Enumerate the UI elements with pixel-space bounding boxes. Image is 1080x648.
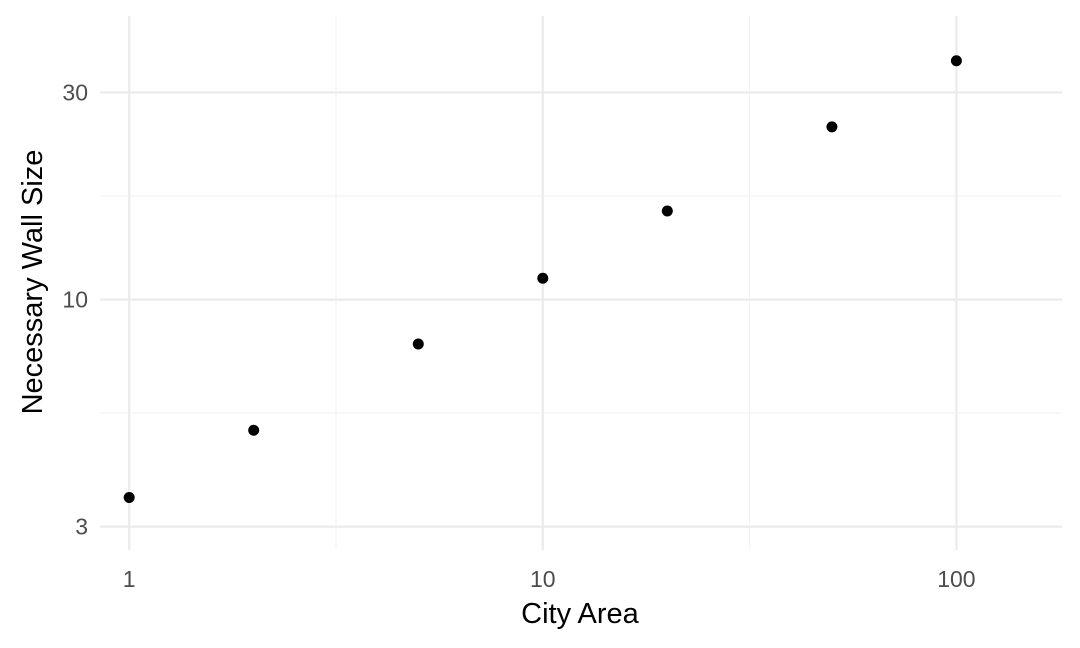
data-point (826, 121, 838, 133)
x-tick-label: 100 (937, 566, 975, 592)
y-tick-label: 10 (62, 287, 88, 313)
y-tick-labels: 3 10 30 (62, 79, 88, 539)
x-tick-label: 1 (123, 566, 136, 592)
data-point (537, 272, 549, 284)
x-axis-title: City Area (521, 598, 640, 630)
data-point (661, 205, 673, 217)
data-points (123, 55, 962, 504)
y-axis-title: Necessary Wall Size (17, 150, 49, 415)
data-point (412, 338, 424, 350)
y-tick-label: 3 (75, 514, 88, 540)
data-point (248, 424, 260, 436)
data-point (950, 55, 962, 67)
x-tick-labels: 1 10 100 (123, 566, 976, 592)
data-point (123, 492, 135, 504)
major-gridlines (100, 16, 1062, 550)
minor-gridlines (100, 16, 1062, 550)
x-tick-label: 10 (530, 566, 556, 592)
y-tick-label: 30 (62, 79, 88, 105)
